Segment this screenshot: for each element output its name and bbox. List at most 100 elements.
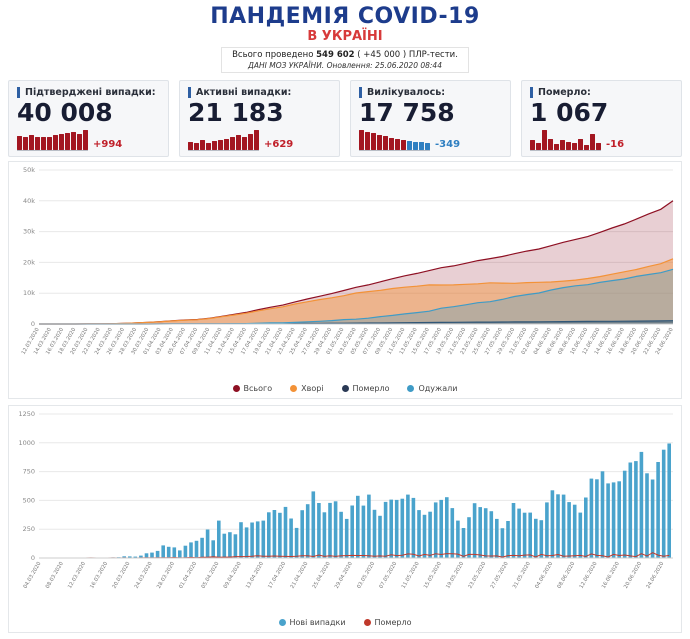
svg-text:23.05.2020: 23.05.2020 [467,561,487,590]
svg-text:12.06.2020: 12.06.2020 [579,561,599,590]
legend-item-new-cases[interactable]: Нові випадки [278,618,346,628]
legend-item-recovered[interactable]: Одужали [407,384,457,393]
page-title: ПАНДЕМІЯ COVID-19 [210,4,480,29]
svg-text:05.04.2020: 05.04.2020 [200,561,220,590]
stat-card-active: Активні випадки: 21 183 +629 [179,80,340,158]
tests-summary: Всього проведено 549 602 ( +45 000 ) ПЛР… [232,50,458,60]
stat-card-bottom: +629 [188,128,331,152]
svg-text:08.06.2020: 08.06.2020 [556,561,576,590]
stat-card-label: Підтверджені випадки: [17,87,160,99]
legend-label: Нові випадки [289,618,346,628]
cumulative-chart-panel: 0 10k 20k 30k 40k 50k 12.03.2020 14.03.2020 16.0… [8,161,682,400]
stat-card-delta: -349 [435,139,461,151]
svg-text:13.04.2020: 13.04.2020 [245,561,265,590]
svg-text:04.03.2020: 04.03.2020 [22,561,42,590]
svg-text:500: 500 [23,497,35,505]
svg-text:10k: 10k [23,290,35,298]
svg-text:15.05.2020: 15.05.2020 [423,561,443,590]
new-cases-series-dot [278,619,286,627]
stat-card-delta: +994 [93,139,123,151]
stat-card-value: 40 008 [17,98,113,128]
svg-text:16.03.2020: 16.03.2020 [89,561,109,590]
cumulative-chart-legend: Всього Хворі Померло Одужали [9,382,681,398]
stat-card-value: 17 758 [359,98,455,128]
svg-text:31.05.2020: 31.05.2020 [512,561,532,590]
legend-item-deaths[interactable]: Померло [341,384,390,394]
stat-card-bottom: -16 [530,128,673,152]
svg-text:28.03.2020: 28.03.2020 [156,561,176,590]
svg-text:24.03.2020: 24.03.2020 [134,561,154,590]
svg-text:1000: 1000 [18,439,35,447]
svg-text:20.03.2020: 20.03.2020 [111,561,131,590]
total-series-dot [232,385,240,393]
stat-card-bottom: +994 [17,128,160,152]
legend-item-daily-deaths[interactable]: Померло [363,618,412,628]
svg-text:250: 250 [23,526,35,534]
stat-card-delta: +629 [264,139,294,151]
tests-suffix: ПЛР-тести. [408,50,458,61]
svg-text:11.05.2020: 11.05.2020 [401,561,421,590]
svg-text:17.04.2020: 17.04.2020 [267,561,287,590]
svg-text:1250: 1250 [18,410,35,418]
svg-text:24.06.2020: 24.06.2020 [645,561,665,590]
stat-card-sparkline [188,128,259,152]
svg-text:29.04.2020: 29.04.2020 [334,561,354,590]
stat-card-label: Активні випадки: [188,87,331,99]
legend-label: Хворі [301,384,324,394]
legend-label: Померло [374,618,412,628]
svg-text:25.04.2020: 25.04.2020 [312,561,332,590]
daily-chart-panel: 0 250 500 750 1000 1250 04.03.2020 08.03.2020 12… [8,405,682,634]
stat-card-sparkline [530,128,601,152]
svg-text:04.06.2020: 04.06.2020 [534,561,554,590]
stat-card-value: 1 067 [530,98,609,128]
stat-card-deaths: Померло: 1 067 -16 [521,80,682,158]
svg-text:12.03.2020: 12.03.2020 [67,561,87,590]
stat-card-value: 21 183 [188,98,284,128]
svg-text:27.05.2020: 27.05.2020 [490,561,510,590]
page-subtitle: В УКРАЇНІ [307,29,383,45]
stat-card-label: Вилікувалось: [359,87,502,99]
tests-prefix: Всього проведено [232,50,314,61]
stat-card-sparkline [17,128,88,152]
svg-text:40k: 40k [23,197,35,205]
svg-text:21.04.2020: 21.04.2020 [289,561,309,590]
recovered-series-dot [407,385,415,393]
stat-cards-row: Підтверджені випадки: 40 008 +994 Активн… [8,80,682,158]
stat-card-label: Померло: [530,87,673,99]
svg-text:09.04.2020: 09.04.2020 [223,561,243,590]
stat-card-confirmed: Підтверджені випадки: 40 008 +994 [8,80,169,158]
stat-card-sparkline [359,128,430,152]
stat-card-bottom: -349 [359,128,502,152]
svg-text:19.05.2020: 19.05.2020 [445,561,465,590]
legend-item-active[interactable]: Хворі [290,384,324,394]
legend-label: Всього [243,384,273,394]
svg-text:750: 750 [23,468,35,476]
data-source-note: ДАНІ МОЗ УКРАЇНИ. Оновлення: 25.06.2020 … [248,61,442,71]
daily-deaths-series-dot [363,619,371,627]
cumulative-chart: 010k20k30k40k50k12.03.202014.03.202016.0… [21,166,675,356]
legend-label: Померло [352,384,390,394]
header-info-box: Всього проведено 549 602 ( +45 000 ) ПЛР… [221,47,469,74]
daily-chart-legend: Нові випадки Померло [9,616,681,632]
tests-delta: ( +45 000 ) [357,50,407,61]
tests-total: 549 602 [316,50,355,61]
active-series-dot [290,385,298,393]
svg-text:30k: 30k [23,228,35,236]
svg-text:16.06.2020: 16.06.2020 [601,561,621,590]
deaths-series-dot [341,385,349,393]
svg-text:20k: 20k [23,259,35,267]
header: ПАНДЕМІЯ COVID-19 В УКРАЇНІ Всього прове… [0,0,690,74]
legend-item-total[interactable]: Всього [232,384,273,394]
legend-label: Одужали [418,384,458,394]
svg-text:50k: 50k [23,166,35,174]
svg-text:07.05.2020: 07.05.2020 [378,561,398,590]
svg-text:03.05.2020: 03.05.2020 [356,561,376,590]
svg-text:20.06.2020: 20.06.2020 [623,561,643,590]
svg-text:0: 0 [31,554,35,562]
svg-text:01.04.2020: 01.04.2020 [178,561,198,590]
stat-card-recovered: Вилікувалось: 17 758 -349 [350,80,511,158]
svg-text:08.03.2020: 08.03.2020 [45,561,65,590]
stat-card-delta: -16 [606,139,625,151]
svg-text:0: 0 [31,320,35,328]
